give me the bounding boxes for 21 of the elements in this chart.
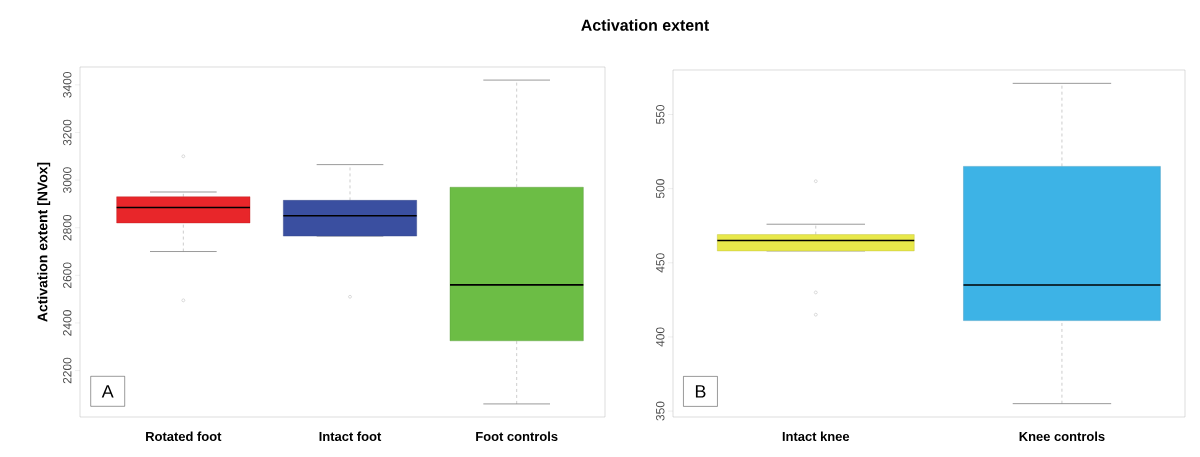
annotation: B [695, 385, 706, 398]
x-tick-label: Intact knee [782, 431, 850, 442]
y-tick-label: 2200 [63, 357, 72, 384]
y-tick-label: 2800 [63, 214, 72, 241]
y-tick-label: 2400 [63, 310, 72, 336]
x-tick-label: Rotated foot [146, 431, 222, 442]
annotation: A [101, 385, 114, 398]
x-tick-label: Knee controls [1019, 431, 1105, 442]
y-axis-title: Activation extent [NVox] [37, 162, 51, 322]
y-tick-label: 3200 [63, 119, 72, 146]
y-tick-label: 3400 [63, 72, 72, 98]
y-tick-label: 450 [656, 253, 665, 273]
y-tick-label: 500 [656, 179, 665, 199]
y-tick-label: 3000 [63, 167, 72, 193]
y-tick-label: 2600 [63, 262, 72, 289]
y-tick-label: 400 [656, 327, 665, 347]
text: Activation extent [581, 19, 710, 31]
x-tick-label: Foot controls [476, 431, 558, 442]
x-tick-label: Intact foot [319, 431, 382, 442]
y-tick-label: 350 [656, 401, 665, 421]
y-tick-label: 550 [656, 104, 665, 124]
